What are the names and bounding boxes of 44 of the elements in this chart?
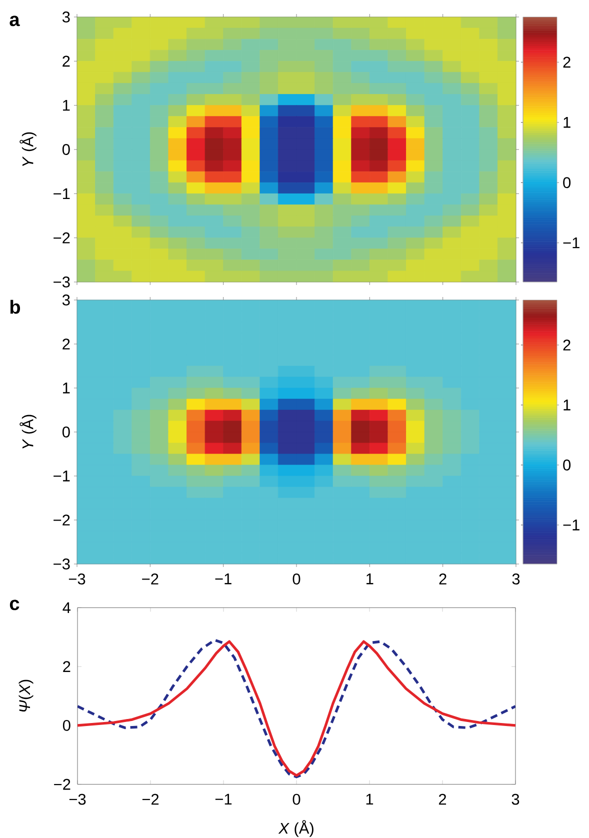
x-tick-label: 1	[366, 574, 374, 584]
color-bar-label: −1	[563, 520, 580, 530]
color-bar-label: 1	[564, 117, 570, 128]
color-bar-label: 2	[563, 340, 570, 350]
color-bar-label: 2	[563, 56, 570, 68]
y-tick-label: 0	[62, 426, 70, 438]
chart-title: a	[10, 16, 20, 26]
y-tick-label: 2	[62, 56, 70, 67]
y-tick-label: −2	[54, 232, 70, 244]
y-tick-label: −2	[54, 514, 70, 526]
chart-title: c	[10, 600, 20, 610]
color-bar-label: 0	[563, 177, 571, 188]
color-bar-label: 0	[563, 460, 571, 470]
x-tick-label: −2	[142, 794, 159, 805]
y-tick-label: 3	[62, 12, 70, 22]
y-tick-label: 1	[63, 382, 70, 394]
y-tick-label: −3	[54, 276, 70, 288]
x-tick-label: −1	[215, 794, 232, 804]
x-tick-label: 1	[366, 794, 374, 804]
y-tick-label: −3	[54, 558, 70, 570]
x-tick-label: 2	[438, 794, 446, 805]
y-tick-label: 2	[62, 338, 70, 350]
x-axis-title: X (Å)	[278, 820, 314, 837]
color-bar-label: 1	[564, 400, 570, 410]
chart-title: b	[10, 300, 20, 314]
y-tick-label: −1	[54, 188, 70, 199]
y-tick-label: 2	[63, 661, 70, 672]
y-axis-title: Y (Å)	[20, 414, 36, 448]
y-tick-label: 0	[62, 144, 70, 155]
x-tick-label: 0	[292, 574, 300, 585]
x-tick-label: 2	[439, 574, 446, 584]
x-tick-label: 3	[512, 574, 520, 585]
y-tick-label: −1	[54, 470, 70, 482]
x-tick-label: −2	[142, 574, 158, 584]
y-tick-label: 0	[62, 720, 70, 731]
y-axis-title: Y (Å)	[20, 132, 36, 166]
x-tick-label: 3	[512, 794, 520, 805]
y-tick-label: −2	[54, 778, 70, 790]
x-tick-label: −1	[215, 574, 232, 584]
x-tick-label: 0	[292, 794, 300, 805]
y-tick-label: 4	[62, 602, 71, 614]
y-tick-label: 1	[63, 100, 70, 111]
color-bar-label: −1	[563, 238, 580, 248]
y-tick-label: 3	[62, 294, 70, 306]
